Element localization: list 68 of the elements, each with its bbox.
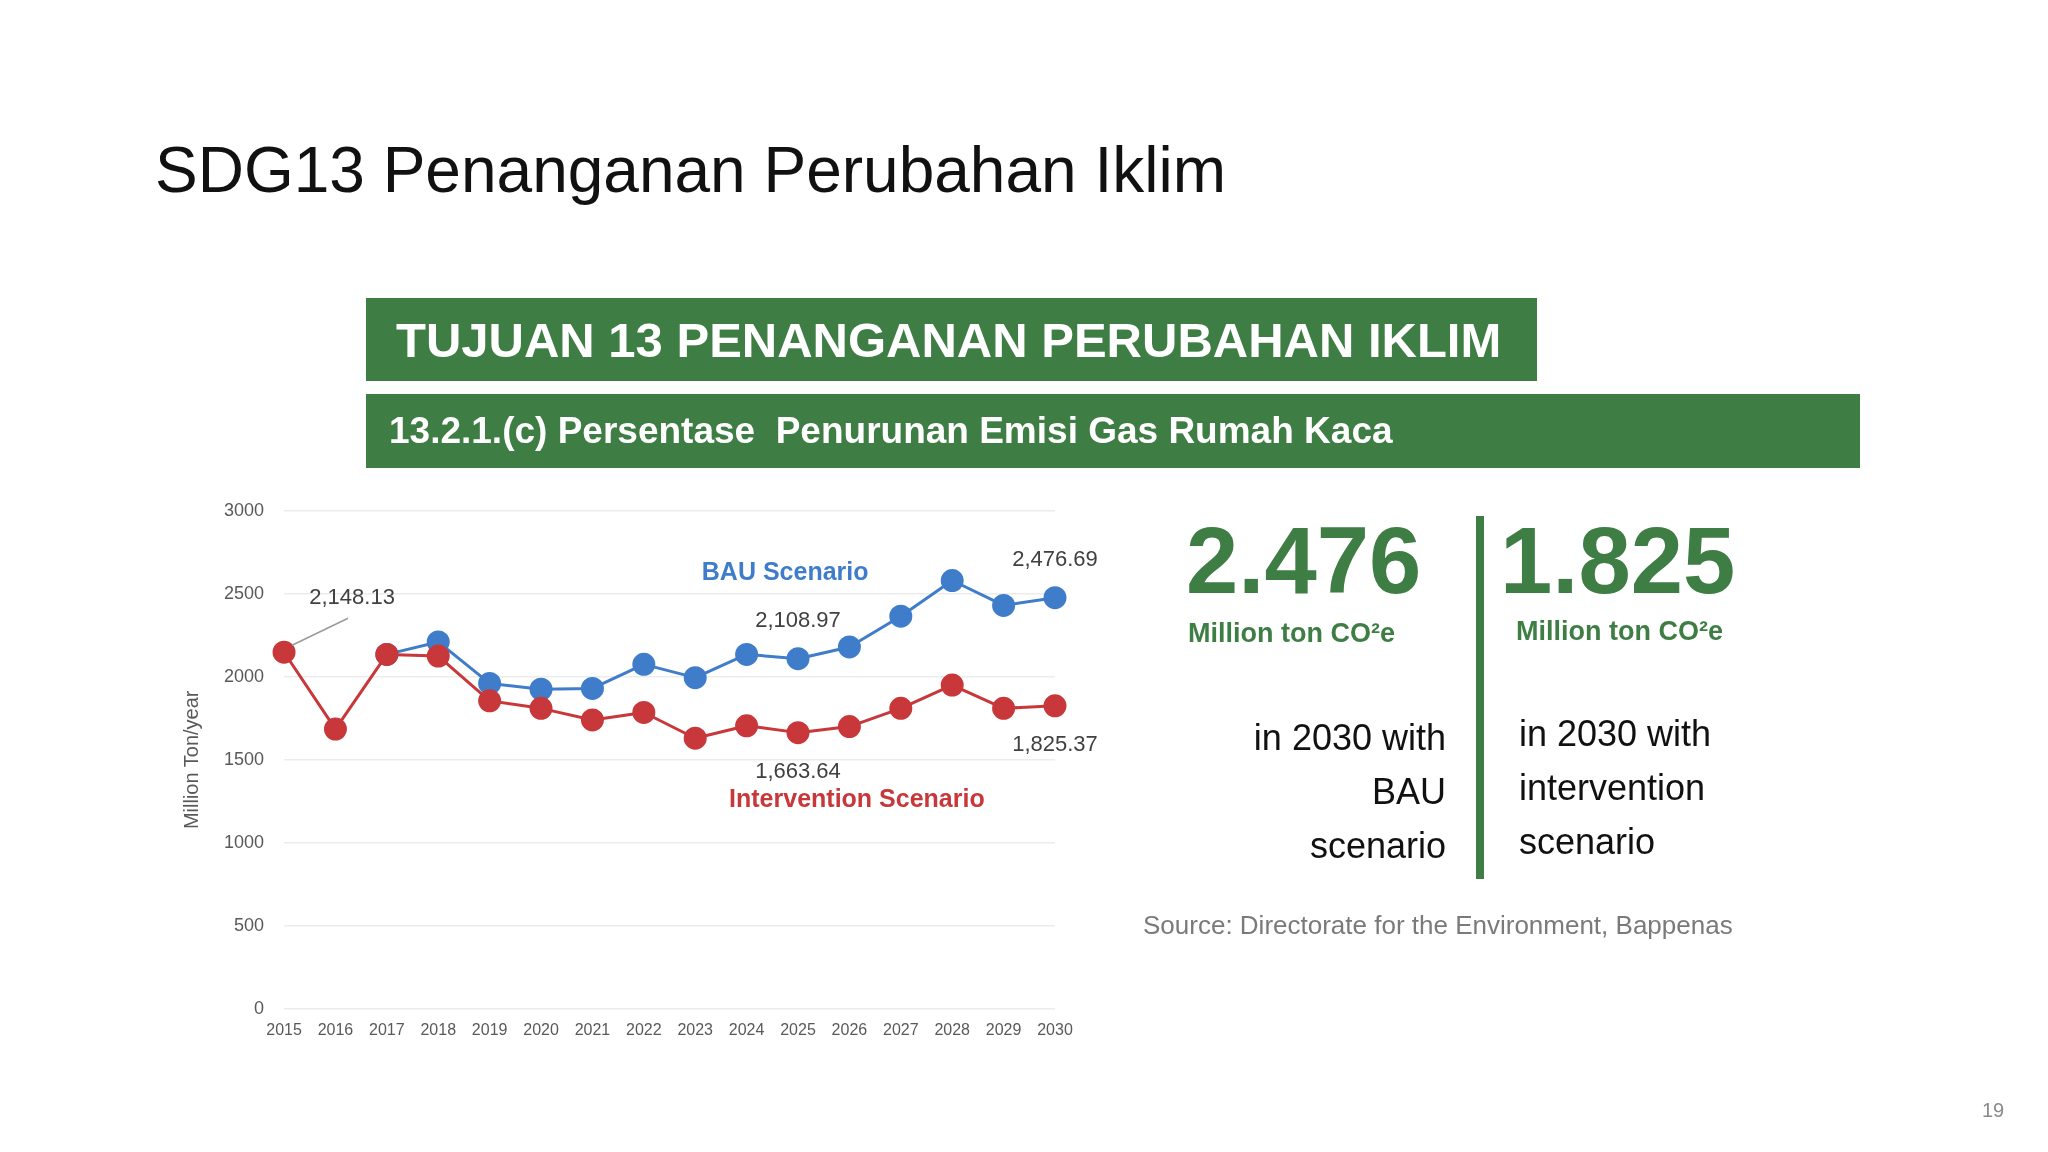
- x-tick-label: 2016: [317, 1020, 354, 1038]
- point: [786, 647, 810, 671]
- data-label: 2,108.97: [755, 606, 841, 632]
- x-tick-label: 2026: [831, 1020, 868, 1038]
- data-label: 1,825.37: [1012, 730, 1098, 756]
- y-tick-label: 2500: [224, 582, 265, 603]
- point: [1043, 694, 1067, 718]
- x-tick-label: 2028: [934, 1020, 971, 1038]
- x-tick-label: 2015: [266, 1020, 302, 1038]
- text: in 2030 with BAU scenario: [1253, 717, 1446, 866]
- x-tick-label: 2019: [471, 1020, 508, 1038]
- source-note: Source: Directorate for the Environment, Bappenas: [1143, 910, 1733, 940]
- y-tick-label: 0: [254, 997, 265, 1018]
- text: 2.476: [1186, 508, 1422, 613]
- text: 1.825: [1500, 508, 1736, 613]
- point: [889, 696, 913, 720]
- point: [580, 676, 604, 700]
- point: [940, 673, 964, 697]
- point: [529, 696, 553, 720]
- chart-title: SDG13 Penanganan Perubahan Iklim: [155, 134, 1226, 206]
- point: [889, 604, 913, 628]
- point: [683, 726, 707, 750]
- x-tick-label: 2023: [677, 1020, 714, 1038]
- y-tick-label: 1500: [224, 748, 265, 769]
- y-tick-label: 500: [234, 914, 265, 935]
- y-tick-label: 3000: [224, 499, 265, 520]
- data-label: 1,663.64: [755, 757, 841, 783]
- x-tick-label: 2024: [728, 1020, 765, 1038]
- x-tick-label: 2025: [780, 1020, 816, 1038]
- point: [735, 642, 759, 666]
- point: [323, 717, 347, 741]
- x-tick-label: 2017: [369, 1020, 405, 1038]
- text: 19: [1982, 1099, 2005, 1121]
- series-label: BAU Scenario: [701, 556, 869, 585]
- point: [735, 714, 759, 738]
- point: [786, 721, 810, 745]
- point: [837, 715, 861, 739]
- text: 13.2.1.(c) Persentase Penurunan Emisi Gas Rumah Kaca: [389, 410, 1393, 452]
- chart-subtitle: TUJUAN 13 PENANGANAN PERUBAHAN IKLIM: [396, 311, 1502, 368]
- point: [272, 640, 296, 664]
- x-tick-label: 2022: [626, 1020, 662, 1038]
- data-label: 2,476.69: [1012, 545, 1098, 571]
- point: [940, 569, 964, 593]
- point: [837, 635, 861, 659]
- x-tick-label: 2030: [1037, 1020, 1073, 1038]
- point: [992, 696, 1016, 720]
- point: [632, 652, 656, 676]
- x-tick-label: 2027: [883, 1020, 919, 1038]
- text: in 2030 with intervention scenario: [1519, 713, 1712, 862]
- point: [529, 677, 553, 701]
- y-axis-title: Million Ton/year: [179, 690, 202, 830]
- x-tick-label: 2029: [985, 1020, 1022, 1038]
- point: [1043, 586, 1067, 610]
- text: Million ton CO²e: [1188, 618, 1395, 648]
- y-tick-label: 1000: [224, 831, 265, 852]
- point: [683, 666, 707, 690]
- x-tick-label: 2020: [523, 1020, 559, 1038]
- text: Million ton CO²e: [1516, 616, 1723, 646]
- x-tick-label: 2021: [574, 1020, 611, 1038]
- point: [426, 644, 450, 668]
- x-tick-label: 2018: [420, 1020, 457, 1038]
- point: [478, 689, 502, 713]
- data-label: 2,148.13: [309, 584, 395, 610]
- point: [632, 700, 656, 724]
- point: [580, 708, 604, 732]
- y-tick-label: 2000: [224, 665, 265, 686]
- point: [992, 593, 1016, 617]
- series-label: Intervention Scenario: [729, 783, 985, 812]
